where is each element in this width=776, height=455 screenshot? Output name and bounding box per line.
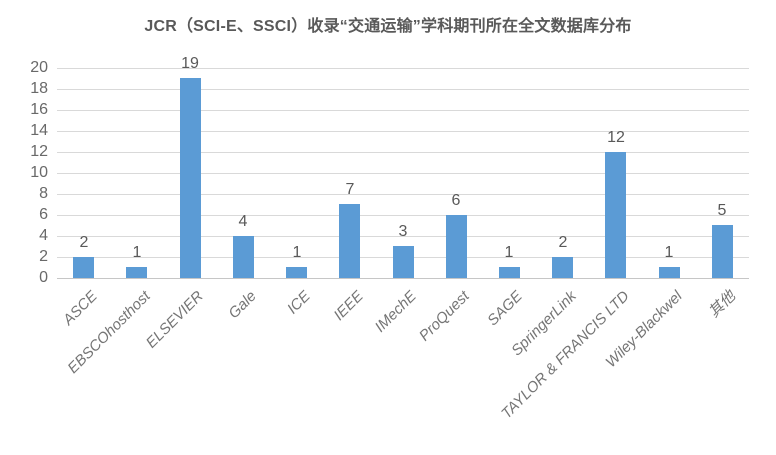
bar-value-label: 1 (664, 244, 674, 261)
gridline (57, 173, 749, 174)
y-tick-label: 12 (30, 143, 48, 160)
y-tick-label: 18 (30, 80, 48, 97)
bar (659, 267, 680, 278)
gridline (57, 68, 749, 69)
bar (393, 246, 414, 278)
bar-value-label: 1 (504, 244, 514, 261)
gridline (57, 236, 749, 237)
y-tick-label: 4 (39, 227, 48, 244)
gridline (57, 152, 749, 153)
bar-value-label: 3 (398, 223, 408, 240)
y-tick-label: 10 (30, 164, 48, 181)
bar-value-label: 12 (607, 129, 625, 146)
gridline (57, 215, 749, 216)
bar (605, 152, 626, 278)
bar (233, 236, 254, 278)
bar (180, 78, 201, 278)
bar (286, 267, 307, 278)
bar-value-label: 1 (292, 244, 302, 261)
x-axis-line (57, 278, 749, 279)
gridline (57, 194, 749, 195)
gridline (57, 89, 749, 90)
bar (73, 257, 94, 278)
bar (499, 267, 520, 278)
bar (446, 215, 467, 278)
bar-value-label: 7 (345, 181, 355, 198)
bar-value-label: 2 (558, 234, 568, 251)
y-tick-label: 0 (39, 269, 48, 286)
bar (552, 257, 573, 278)
bar-value-label: 5 (717, 202, 727, 219)
chart-title: JCR（SCI-E、SSCI）收录“交通运输”学科期刊所在全文数据库分布 (144, 18, 632, 35)
y-tick-label: 20 (30, 59, 48, 76)
y-tick-label: 14 (30, 122, 48, 139)
y-tick-label: 16 (30, 101, 48, 118)
bar-value-label: 1 (132, 244, 142, 261)
y-tick-label: 2 (39, 248, 48, 265)
bar-value-label: 19 (181, 55, 199, 72)
gridline (57, 131, 749, 132)
gridline (57, 110, 749, 111)
bar (339, 204, 360, 278)
bar-value-label: 4 (238, 213, 248, 230)
bar-value-label: 2 (79, 234, 89, 251)
bar (712, 225, 733, 278)
bar-value-label: 6 (451, 192, 461, 209)
bar (126, 267, 147, 278)
y-tick-label: 8 (39, 185, 48, 202)
y-tick-label: 6 (39, 206, 48, 223)
